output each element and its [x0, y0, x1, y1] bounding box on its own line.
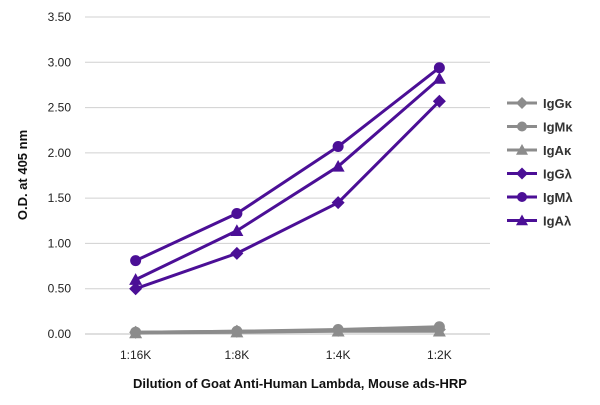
data-point	[331, 324, 345, 337]
series-line	[135, 329, 440, 335]
data-point	[230, 325, 244, 338]
legend-item: IgMκ	[507, 120, 573, 135]
y-axis-ticks: 0.00 0.50 1.00 1.50 2.00 2.50 3.00 3.50	[48, 10, 72, 341]
y-tick-label: 3.50	[48, 10, 72, 24]
legend: IgGκ IgMκ IgAκ IgGλ IgMλ IgAλ	[507, 96, 573, 229]
x-tick-label: 1:16K	[120, 348, 151, 362]
x-axis-ticks: 1:16K 1:8K 1:4K 1:2K	[85, 333, 490, 362]
legend-marker	[516, 97, 528, 109]
legend-item: IgMλ	[507, 190, 573, 205]
y-tick-label: 0.50	[48, 282, 72, 296]
x-axis-title: Dilution of Goat Anti-Human Lambda, Mous…	[133, 376, 467, 391]
gridlines	[85, 16, 490, 335]
series-5	[129, 72, 446, 285]
series-group	[129, 62, 446, 339]
legend-marker	[516, 214, 528, 226]
data-point	[432, 72, 446, 84]
data-point	[129, 326, 143, 339]
legend-item: IgAκ	[507, 143, 572, 158]
data-point	[432, 94, 446, 108]
series-line	[135, 100, 441, 291]
legend-label: IgAκ	[543, 143, 572, 158]
legend-label: IgMλ	[543, 190, 573, 205]
x-tick-label: 1:4K	[326, 348, 351, 362]
legend-marker	[516, 167, 528, 180]
y-tick-label: 0.00	[48, 327, 72, 341]
data-point	[331, 196, 345, 210]
y-tick-label: 1.00	[48, 236, 72, 250]
data-point	[230, 246, 244, 260]
series-line	[134, 66, 441, 262]
data-point	[332, 141, 344, 153]
legend-item: IgGκ	[507, 96, 573, 111]
data-point	[433, 62, 445, 74]
data-point	[230, 224, 244, 236]
legend-item: IgAλ	[507, 214, 572, 229]
y-axis-title: O.D. at 405 nm	[15, 130, 30, 220]
series-line	[134, 77, 441, 282]
series-2	[129, 324, 446, 339]
series-4	[130, 62, 445, 267]
y-tick-label: 3.00	[48, 55, 72, 69]
x-tick-label: 1:8K	[225, 348, 250, 362]
legend-marker	[517, 121, 527, 132]
legend-item: IgGλ	[507, 167, 573, 182]
legend-marker	[516, 144, 528, 155]
data-point	[129, 273, 143, 285]
legend-marker	[517, 192, 527, 202]
data-point	[331, 159, 345, 172]
x-tick-label: 1:2K	[427, 348, 452, 362]
data-point	[432, 324, 446, 337]
data-point	[231, 208, 243, 220]
legend-label: IgGλ	[543, 167, 573, 182]
y-tick-label: 2.50	[48, 101, 72, 115]
y-tick-label: 1.50	[48, 191, 72, 205]
legend-label: IgAλ	[543, 214, 572, 229]
legend-label: IgGκ	[543, 96, 573, 111]
series-3	[129, 94, 446, 296]
data-point	[129, 282, 143, 296]
legend-label: IgMκ	[543, 120, 573, 135]
y-tick-label: 2.00	[48, 146, 72, 160]
data-point	[130, 255, 142, 267]
